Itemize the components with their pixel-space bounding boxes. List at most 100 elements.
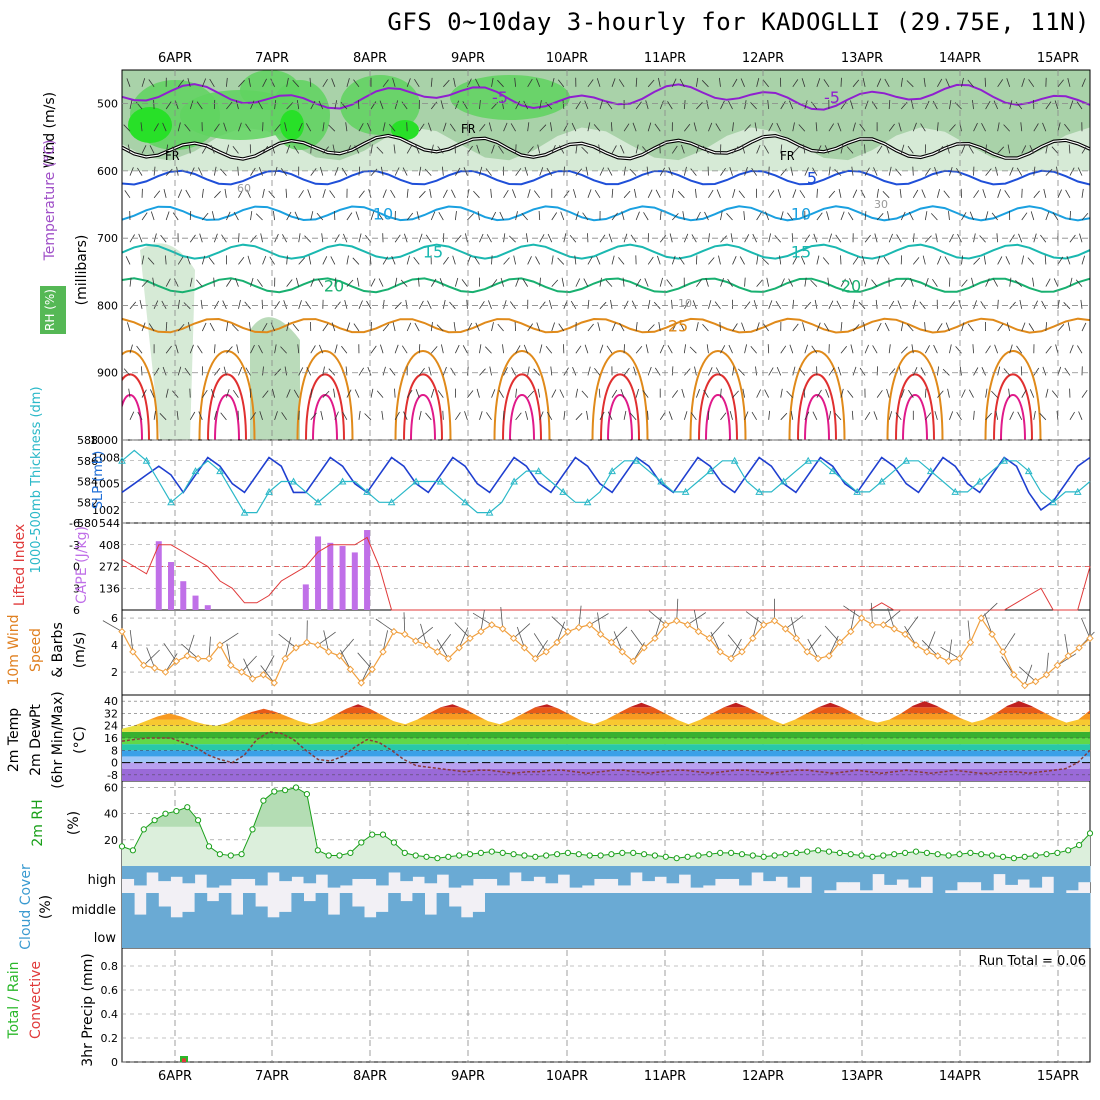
wind-barb <box>949 166 953 176</box>
wind-barb <box>618 79 625 88</box>
rh2m-marker <box>945 852 952 859</box>
rh2m-marker <box>912 848 920 855</box>
wind-barb <box>319 344 324 354</box>
wind-barb <box>220 412 227 421</box>
wind-barb <box>658 322 661 332</box>
wind-barb <box>274 100 277 110</box>
wind-barb <box>129 100 133 110</box>
wind-barb <box>621 211 625 221</box>
wind-barb <box>369 255 372 265</box>
wind-barb <box>934 411 938 420</box>
wind-barb <box>645 344 649 354</box>
cloud-low-bar <box>1029 920 1043 948</box>
upper-wind-label: Wind (m/s) <box>42 92 58 168</box>
upper-rh-label: RH (%) <box>43 289 57 331</box>
wind-barb <box>293 389 300 398</box>
cloud-middle-bar <box>727 893 740 920</box>
temp-band <box>122 731 1090 738</box>
wind10m-barb <box>926 631 936 652</box>
wind10m-barb <box>980 602 998 619</box>
wind-barb <box>803 144 806 154</box>
wind-barb <box>997 366 1001 376</box>
wind-barb <box>394 411 400 421</box>
wind-barb <box>188 144 191 154</box>
wind-barb <box>334 411 339 420</box>
wind-barb <box>527 122 530 132</box>
wind-barb <box>973 190 980 199</box>
wind-barb <box>973 410 975 420</box>
wind-barb <box>852 79 860 88</box>
wind-barb <box>418 344 421 354</box>
temp-band <box>122 707 1090 714</box>
rh2m-marker <box>586 852 593 859</box>
wind-barb <box>330 256 336 265</box>
cloud-high-bar <box>642 866 655 882</box>
wind10m-marker <box>749 634 757 643</box>
wind-barb <box>955 346 962 354</box>
wind-barb <box>804 344 808 354</box>
warm-contour-arch <box>902 394 928 440</box>
temp-band <box>122 744 1090 751</box>
wind-barb <box>479 123 486 132</box>
wind-barb <box>150 211 155 221</box>
rh2m-marker <box>488 848 495 855</box>
wind-barb <box>792 146 800 154</box>
cloud-middle-bar <box>739 893 752 920</box>
date-label-top: 13APR <box>841 51 883 66</box>
wind-barb <box>551 212 558 221</box>
wind-barb <box>406 78 411 87</box>
rh2m-marker <box>412 852 419 859</box>
wind-barb <box>671 255 676 265</box>
wind-barb <box>864 144 866 154</box>
rh2m-axis-label-a: 2m RH <box>30 799 46 846</box>
cloud-high-bar <box>424 866 438 884</box>
cloud-low-bar <box>860 920 873 948</box>
wind-barb <box>370 388 374 398</box>
wind10m-barb <box>219 632 239 646</box>
wind-barb <box>708 122 713 132</box>
wind-barb <box>732 122 734 132</box>
wind-barb <box>968 145 974 154</box>
thickness-axis-label: 1000-500mb Thickness (dm) <box>29 386 44 573</box>
cloud-low-bar <box>460 920 474 948</box>
warm-contour-arch <box>502 373 542 440</box>
wind10m-barb <box>181 643 199 659</box>
rh2m-marker <box>379 831 387 838</box>
wind-barb <box>523 344 529 354</box>
wind-barb <box>401 101 408 110</box>
wind-barb <box>837 366 842 376</box>
wind-barb <box>310 278 315 287</box>
wind-barb <box>1045 211 1050 221</box>
wind-barb <box>515 412 522 421</box>
wind-barb <box>961 144 966 154</box>
cape-tick-label: 272 <box>99 561 120 574</box>
wind-barb <box>430 101 438 110</box>
wind-barb <box>611 188 614 198</box>
wind-barb <box>906 80 914 88</box>
cloud-middle-bar <box>1053 893 1067 920</box>
warm-contour-arch <box>895 373 935 440</box>
wind-barb <box>859 367 866 376</box>
freezing-label: FR <box>461 122 476 136</box>
wind-barb <box>1045 388 1049 398</box>
wind-barb <box>924 388 927 398</box>
wind10m-barb <box>785 615 804 630</box>
wind-barb <box>924 277 929 287</box>
wind-barb <box>997 146 1005 154</box>
wind-barb <box>223 122 227 132</box>
wind-barb <box>232 389 239 398</box>
wind-barb <box>780 168 787 176</box>
wind-barb <box>406 389 413 398</box>
wind-barb <box>961 322 965 332</box>
wind-barb <box>690 412 697 421</box>
wind-barb <box>985 345 991 354</box>
wind-barb <box>334 100 338 110</box>
thickness-marker <box>559 487 567 495</box>
wind-barb <box>594 368 601 376</box>
wind-barb <box>331 78 336 87</box>
cloud-low-bar <box>218 920 232 948</box>
wind-barb <box>223 366 227 376</box>
wind-barb <box>789 100 794 110</box>
wind-barb <box>310 144 312 154</box>
wind-barb <box>816 212 823 221</box>
